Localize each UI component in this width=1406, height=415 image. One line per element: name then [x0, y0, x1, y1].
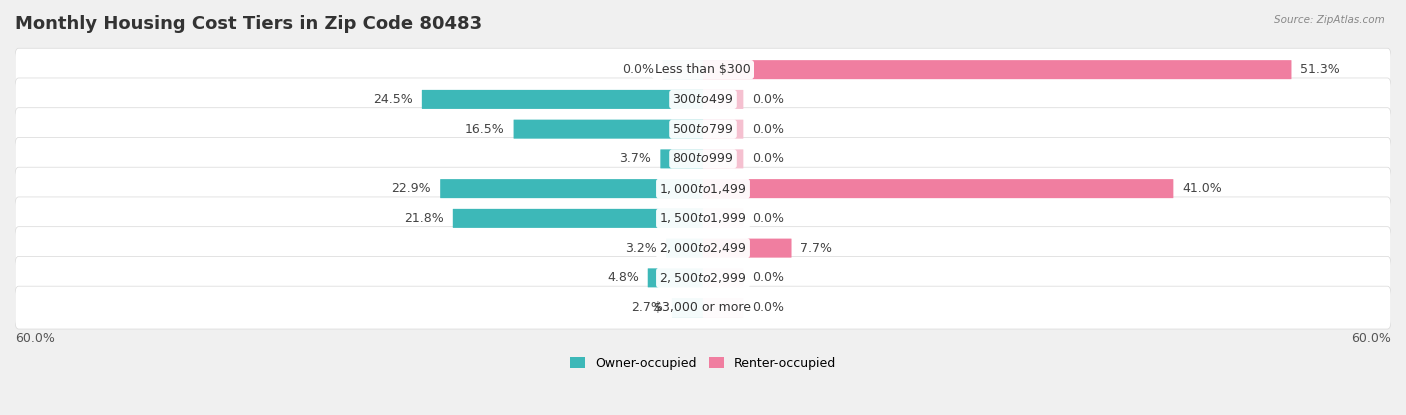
FancyBboxPatch shape [15, 48, 1391, 91]
FancyBboxPatch shape [703, 239, 792, 258]
Text: 16.5%: 16.5% [465, 123, 505, 136]
FancyBboxPatch shape [15, 167, 1391, 210]
Text: 3.2%: 3.2% [626, 242, 657, 255]
FancyBboxPatch shape [15, 286, 1391, 329]
Text: $1,500 to $1,999: $1,500 to $1,999 [659, 211, 747, 225]
FancyBboxPatch shape [703, 298, 744, 317]
FancyBboxPatch shape [672, 298, 703, 317]
FancyBboxPatch shape [15, 197, 1391, 240]
FancyBboxPatch shape [15, 108, 1391, 151]
FancyBboxPatch shape [666, 239, 703, 258]
Text: 3.7%: 3.7% [620, 152, 651, 166]
FancyBboxPatch shape [422, 90, 703, 109]
FancyBboxPatch shape [15, 227, 1391, 269]
Legend: Owner-occupied, Renter-occupied: Owner-occupied, Renter-occupied [565, 352, 841, 375]
Text: Source: ZipAtlas.com: Source: ZipAtlas.com [1274, 15, 1385, 24]
Text: 0.0%: 0.0% [752, 271, 785, 284]
FancyBboxPatch shape [648, 269, 703, 287]
FancyBboxPatch shape [15, 256, 1391, 299]
Text: 51.3%: 51.3% [1301, 63, 1340, 76]
FancyBboxPatch shape [440, 179, 703, 198]
Text: 0.0%: 0.0% [621, 63, 654, 76]
FancyBboxPatch shape [703, 120, 744, 139]
Text: 0.0%: 0.0% [752, 93, 785, 106]
FancyBboxPatch shape [662, 60, 703, 79]
FancyBboxPatch shape [513, 120, 703, 139]
Text: $300 to $499: $300 to $499 [672, 93, 734, 106]
FancyBboxPatch shape [703, 149, 744, 168]
Text: 21.8%: 21.8% [404, 212, 444, 225]
FancyBboxPatch shape [703, 179, 1174, 198]
Text: $800 to $999: $800 to $999 [672, 152, 734, 166]
FancyBboxPatch shape [703, 209, 744, 228]
Text: $500 to $799: $500 to $799 [672, 123, 734, 136]
FancyBboxPatch shape [703, 60, 1292, 79]
FancyBboxPatch shape [15, 78, 1391, 121]
Text: 0.0%: 0.0% [752, 212, 785, 225]
FancyBboxPatch shape [661, 149, 703, 168]
Text: 41.0%: 41.0% [1182, 182, 1222, 195]
Text: $2,500 to $2,999: $2,500 to $2,999 [659, 271, 747, 285]
Text: 0.0%: 0.0% [752, 152, 785, 166]
Text: 2.7%: 2.7% [631, 301, 662, 314]
Text: 60.0%: 60.0% [15, 332, 55, 345]
Text: $3,000 or more: $3,000 or more [655, 301, 751, 314]
Text: 22.9%: 22.9% [392, 182, 432, 195]
Text: Monthly Housing Cost Tiers in Zip Code 80483: Monthly Housing Cost Tiers in Zip Code 8… [15, 15, 482, 33]
Text: 7.7%: 7.7% [800, 242, 832, 255]
Text: 60.0%: 60.0% [1351, 332, 1391, 345]
Text: 4.8%: 4.8% [607, 271, 638, 284]
FancyBboxPatch shape [703, 269, 744, 287]
Text: 24.5%: 24.5% [373, 93, 413, 106]
Text: 0.0%: 0.0% [752, 301, 785, 314]
Text: 0.0%: 0.0% [752, 123, 785, 136]
FancyBboxPatch shape [453, 209, 703, 228]
FancyBboxPatch shape [15, 137, 1391, 180]
FancyBboxPatch shape [703, 90, 744, 109]
Text: $1,000 to $1,499: $1,000 to $1,499 [659, 182, 747, 195]
Text: Less than $300: Less than $300 [655, 63, 751, 76]
Text: $2,000 to $2,499: $2,000 to $2,499 [659, 241, 747, 255]
